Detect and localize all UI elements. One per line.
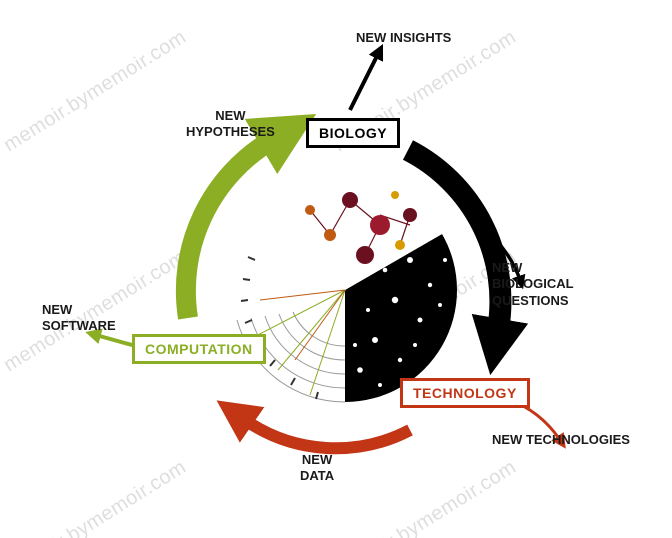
node-computation: COMPUTATION [132,334,266,364]
label-new-tech: NEW TECHNOLOGIES [492,432,630,448]
node-technology: TECHNOLOGY [400,378,530,408]
label-new-data: NEW DATA [300,452,334,485]
node-biology: BIOLOGY [306,118,400,148]
arrow-to-new-insights [350,54,378,110]
label-new-insights: NEW INSIGHTS [356,30,451,46]
label-new-bio-q: NEW BIOLOGICAL QUESTIONS [492,260,574,309]
center-pie [233,178,457,402]
label-new-hypotheses: NEW HYPOTHESES [186,108,275,141]
arrow-technology-to-computation [245,420,410,448]
diagram-stage: memoir.bymemoir.com memoir.bymemoir.com … [0,0,672,538]
label-new-software: NEW SOFTWARE [42,302,116,335]
